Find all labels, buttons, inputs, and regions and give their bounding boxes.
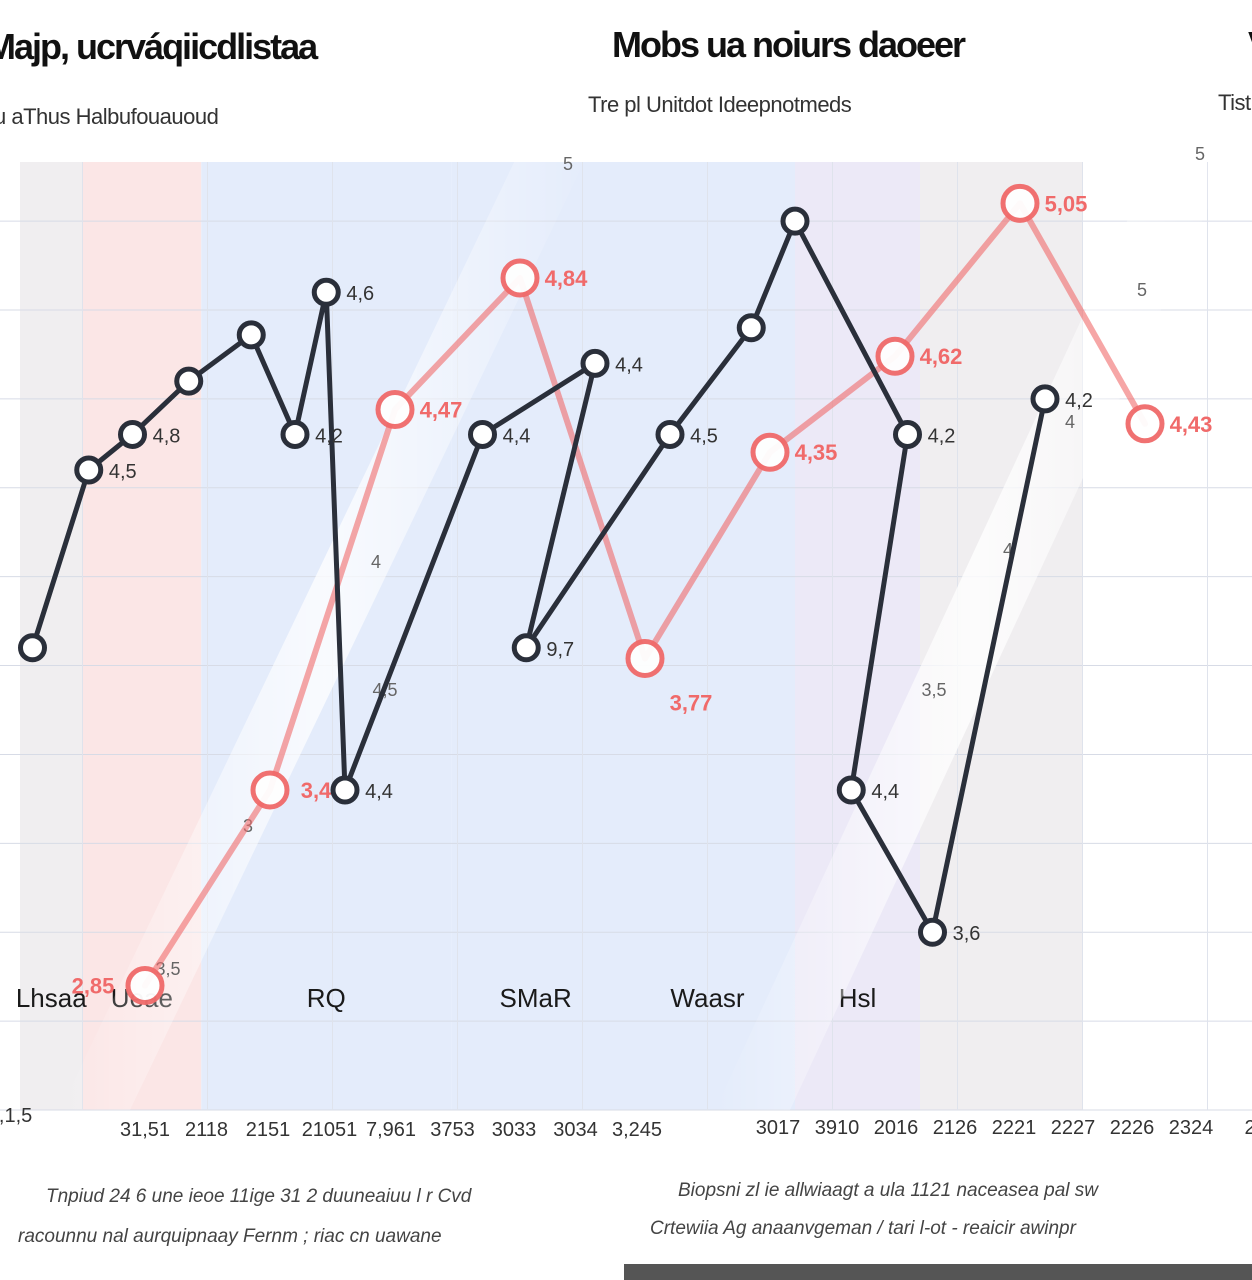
- x-tick-label: 2118: [185, 1119, 228, 1141]
- axis-edge-label: 5: [1195, 144, 1205, 164]
- x-tick-label: 2227: [1051, 1117, 1096, 1139]
- data-point-red: [125, 966, 165, 1006]
- data-label-red: 4,43: [1170, 412, 1213, 437]
- x-tick-label: 2016: [874, 1117, 919, 1139]
- x-tick-label: 2: [1244, 1117, 1252, 1139]
- data-point-dark: [836, 775, 866, 805]
- title-right: V: [1248, 24, 1252, 66]
- data-label-red: 4,47: [420, 398, 463, 423]
- x-tick-label: 2226: [1110, 1117, 1155, 1139]
- band-label: Lhsaa: [16, 983, 87, 1013]
- data-point-dark: [580, 348, 610, 378]
- x-tick-label: 3753: [430, 1119, 475, 1141]
- chart-title: Mobs ua noiurs daoeer: [612, 24, 966, 65]
- data-point-red: [375, 390, 415, 430]
- title-left: Majp, ucrváqiicdlistaa: [0, 26, 318, 67]
- x-tick-label: 7,961: [366, 1119, 416, 1141]
- data-point-dark: [118, 419, 147, 449]
- data-point-dark: [236, 320, 266, 350]
- data-label-dark: 4,2: [1065, 390, 1093, 412]
- data-point-dark: [918, 917, 947, 947]
- x-tick-label: 31,51: [120, 1119, 170, 1141]
- axis-edge-label: 4: [1065, 412, 1075, 432]
- data-label-dark: 4,4: [615, 354, 643, 376]
- axis-edge-label: 5: [1137, 280, 1147, 300]
- data-point-dark: [1030, 384, 1060, 414]
- data-label-dark: 4,4: [503, 425, 531, 447]
- data-point-dark: [330, 775, 360, 805]
- data-label-red: 2,85: [72, 974, 115, 999]
- data-label-dark: 4,5: [109, 461, 137, 483]
- data-label-dark: 4,6: [346, 283, 374, 305]
- data-label-dark: 3,6: [953, 923, 981, 945]
- data-point-dark: [174, 366, 204, 396]
- band-label: Waasr: [670, 983, 744, 1013]
- x-tick-label: 3034: [553, 1119, 598, 1141]
- x-tick-label: 3910: [815, 1117, 860, 1139]
- x-tick-label: 3033: [492, 1119, 537, 1141]
- x-tick-label: 3,245: [612, 1119, 662, 1141]
- data-point-dark: [468, 419, 497, 449]
- axis-edge-label: 4: [1003, 540, 1013, 560]
- axis-edge-label: 3,5: [921, 680, 946, 700]
- data-point-red: [1125, 404, 1165, 444]
- data-point-dark: [655, 419, 685, 449]
- data-label-dark: 4,4: [365, 781, 393, 803]
- data-label-red: 4,62: [920, 344, 963, 369]
- data-point-red: [1000, 183, 1040, 223]
- data-point-dark: [280, 419, 310, 449]
- y-tick-label: 4: [371, 552, 381, 572]
- subtitle-right: Tist: [1218, 90, 1251, 115]
- y-tick-label: 5: [563, 154, 573, 174]
- data-point-red: [250, 770, 290, 810]
- data-label-dark: 4,5: [690, 425, 718, 447]
- chart-subtitle: Tre pl Unitdot Ideepnotmeds: [588, 92, 852, 117]
- data-point-dark: [780, 206, 810, 236]
- data-label-red: 3,4: [301, 778, 332, 803]
- data-point-dark: [893, 419, 922, 449]
- footnote-right-2: Crtewiia Ag anaanvgeman / tari l-ot - re…: [650, 1218, 1076, 1239]
- data-point-red: [750, 432, 790, 472]
- band-label: SMaR: [500, 983, 572, 1013]
- data-label-red: 4,84: [545, 266, 589, 291]
- data-point-dark: [311, 277, 341, 307]
- footnote-left-1: Tnpiud 24 6 une ieoe 11ige 31 2 duuneaiu…: [46, 1186, 472, 1207]
- data-label-red: 4,35: [795, 440, 838, 465]
- x-tick-label: 21051: [302, 1119, 358, 1141]
- x-tick-label: 4,1,5: [0, 1105, 32, 1127]
- footnote-left-2: racounnu nal aurquipnaay Fernm ; riac cn…: [18, 1226, 442, 1247]
- bottom-bar: [624, 1264, 1252, 1280]
- data-point-dark: [511, 633, 541, 663]
- x-tick-label: 2324: [1169, 1117, 1214, 1139]
- x-tick-label: 3017: [756, 1117, 801, 1139]
- data-label-red: 3,77: [670, 690, 713, 715]
- data-label-dark: 4,4: [871, 781, 899, 803]
- x-tick-label: 2221: [992, 1117, 1037, 1139]
- data-point-red: [875, 336, 915, 376]
- data-point-dark: [18, 633, 47, 663]
- data-point-dark: [736, 313, 766, 343]
- subtitle-left: u aThus Halbufouauoud: [0, 104, 219, 129]
- data-label-dark: 4,2: [928, 425, 956, 447]
- data-point-dark: [74, 455, 104, 485]
- data-label-dark: 9,7: [546, 639, 574, 661]
- data-point-red: [500, 258, 540, 298]
- footnote-right-1: Biopsni zl ie allwiaagt a ula 1121 nacea…: [678, 1180, 1099, 1201]
- x-tick-label: 2151: [246, 1119, 291, 1141]
- x-tick-label: 2126: [933, 1117, 978, 1139]
- data-label-dark: 4,8: [153, 425, 181, 447]
- data-label-red: 5,05: [1045, 191, 1088, 216]
- data-point-red: [625, 638, 665, 678]
- data-label-dark: 4,2: [315, 425, 343, 447]
- band-label: RQ: [307, 983, 346, 1013]
